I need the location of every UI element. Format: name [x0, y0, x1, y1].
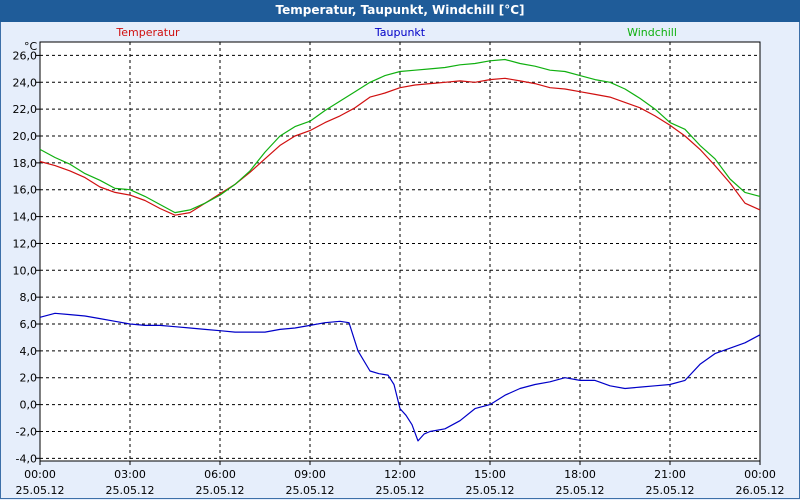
x-tick-date-label: 25.05.12 — [556, 484, 605, 497]
x-tick-time-label: 18:00 — [564, 468, 596, 481]
x-tick-time-label: 15:00 — [474, 468, 506, 481]
series-line-taupunkt — [39, 312, 761, 442]
legend-taupunkt: Taupunkt — [374, 26, 426, 39]
y-tick-label: 26,0 — [13, 49, 38, 62]
x-tick-time-label: 21:00 — [654, 468, 686, 481]
x-tick-time-label: 06:00 — [204, 468, 236, 481]
x-tick-time-label: 12:00 — [384, 468, 416, 481]
chart-title: Temperatur, Taupunkt, Windchill [°C] — [0, 0, 800, 22]
x-tick-date-label: 25.05.12 — [16, 484, 65, 497]
y-tick-label: 18,0 — [13, 157, 38, 170]
y-tick-label: 4,0 — [20, 345, 38, 358]
y-tick-label: 2,0 — [20, 372, 38, 385]
x-tick-date-label: 25.05.12 — [466, 484, 515, 497]
series-lines — [39, 58, 761, 442]
x-tick-time-label: 09:00 — [294, 468, 326, 481]
x-tick-time-label: 00:00 — [744, 468, 776, 481]
x-tick-date-label: 25.05.12 — [376, 484, 425, 497]
x-tick-date-label: 25.05.12 — [646, 484, 695, 497]
series-line-windchill — [39, 58, 761, 214]
x-axis: 00:00 25.05.12 03:00 25.05.12 06:00 25.05.12 0… — [16, 461, 785, 497]
y-tick-label: -2,0 — [16, 425, 37, 438]
y-tick-label: 8,0 — [20, 291, 38, 304]
y-axis-unit-label: °C — [24, 40, 38, 53]
legend-temperatur: Temperatur — [115, 26, 180, 39]
y-tick-label: 16,0 — [13, 184, 38, 197]
y-tick-label: 0,0 — [20, 399, 38, 412]
y-tick-label: 14,0 — [13, 211, 38, 224]
x-tick-date-label: 25.05.12 — [106, 484, 155, 497]
legend-windchill: Windchill — [627, 26, 677, 39]
x-tick-time-label: 00:00 — [24, 468, 56, 481]
y-tick-label: 10,0 — [13, 264, 38, 277]
y-tick-label: 6,0 — [20, 318, 38, 331]
y-tick-label: 20,0 — [13, 130, 38, 143]
x-tick-date-label: 25.05.12 — [196, 484, 245, 497]
grid-lines — [39, 42, 761, 461]
x-tick-date-label: 26.05.12 — [736, 484, 785, 497]
y-tick-label: -4,0 — [16, 452, 37, 465]
series-line-temperatur — [39, 77, 761, 216]
y-tick-label: 24,0 — [13, 76, 38, 89]
y-axis: -4,0 -2,0 0,0 2,0 4,0 6,0 8,0 10,0 12,0 14,0 16,0 1… — [13, 49, 40, 465]
y-tick-label: 22,0 — [13, 103, 38, 116]
x-tick-time-label: 03:00 — [114, 468, 146, 481]
x-tick-date-label: 25.05.12 — [286, 484, 335, 497]
y-tick-label: 12,0 — [13, 237, 38, 250]
